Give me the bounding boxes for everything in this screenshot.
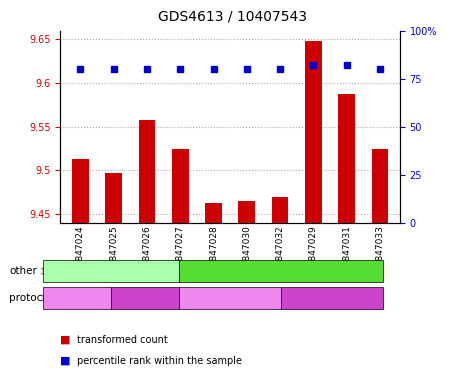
Text: percentile rank within the sample: percentile rank within the sample (77, 356, 242, 366)
Text: GDS4613 / 10407543: GDS4613 / 10407543 (158, 10, 307, 23)
Text: experiment 2: experiment 2 (246, 266, 316, 276)
Text: transformed count: transformed count (77, 335, 167, 345)
Text: control: control (127, 293, 164, 303)
Bar (272, 197, 288, 223)
Bar (239, 201, 255, 223)
Text: ethanol: ethanol (211, 293, 250, 303)
Bar (372, 149, 388, 223)
Text: ■: ■ (60, 335, 71, 345)
Bar (305, 41, 322, 223)
Text: ■: ■ (60, 356, 71, 366)
Bar (72, 159, 89, 223)
Bar (172, 149, 189, 223)
Bar (106, 173, 122, 223)
Text: ethanol: ethanol (58, 293, 97, 303)
Bar (339, 94, 355, 223)
Bar (205, 203, 222, 223)
Bar (139, 120, 155, 223)
Text: control: control (314, 293, 350, 303)
Text: other: other (9, 266, 37, 276)
Text: experiment 1: experiment 1 (76, 266, 146, 276)
Text: protocol: protocol (9, 293, 52, 303)
